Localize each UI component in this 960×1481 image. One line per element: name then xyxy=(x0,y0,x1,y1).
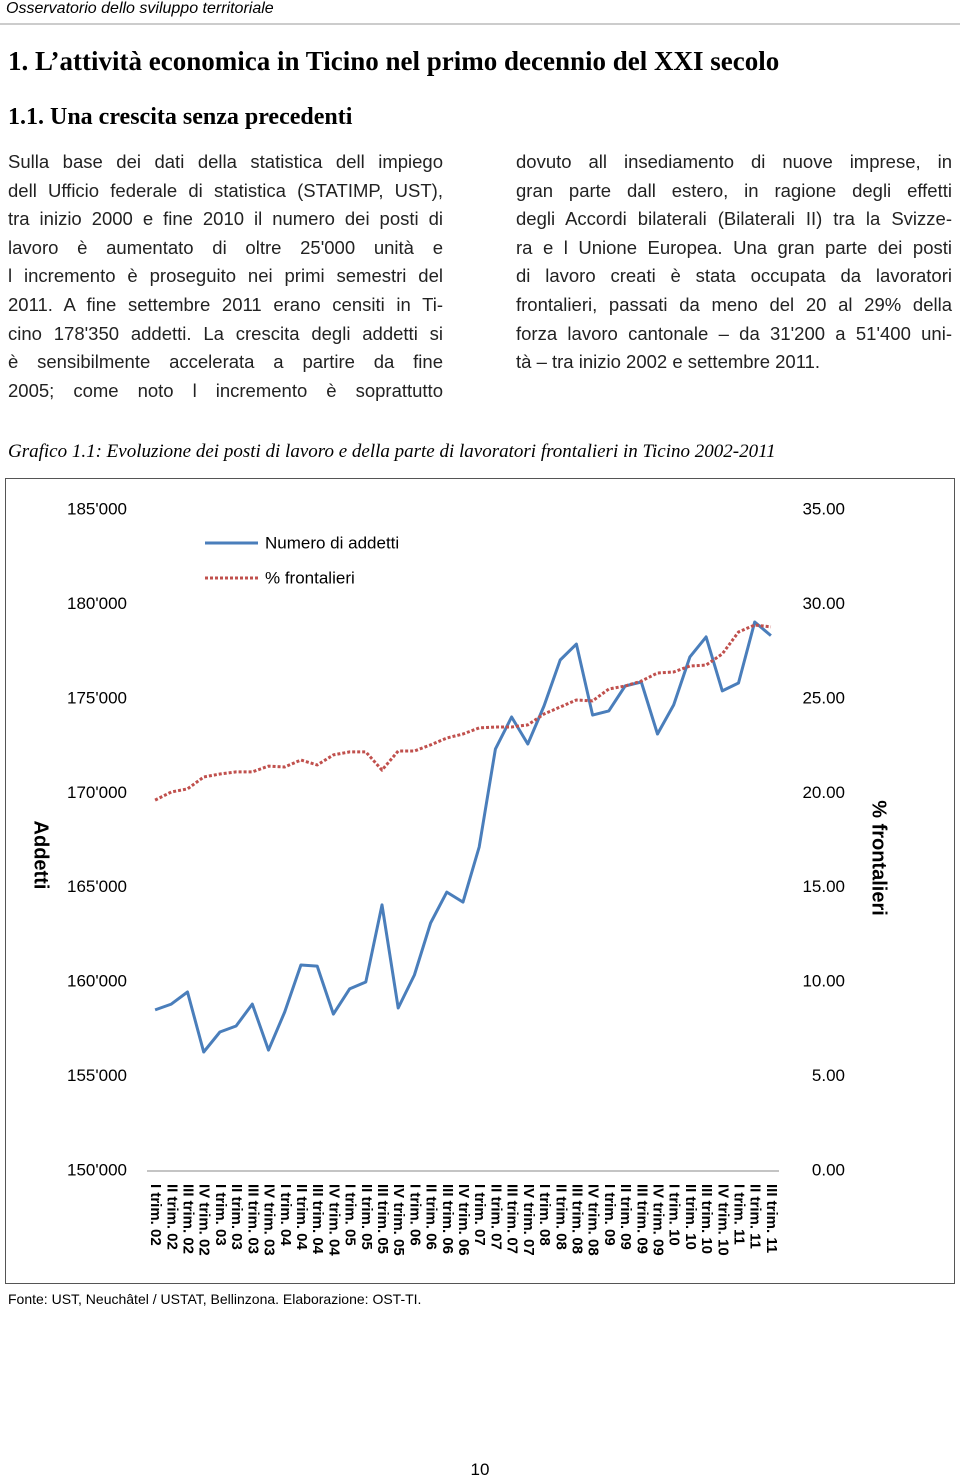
text-line: frontalieri, passati da meno del 20 al 2… xyxy=(516,293,952,315)
x-tick-label: I trim. 04 xyxy=(277,1184,294,1246)
text-line: gran parte dall estero, in ragione degli… xyxy=(516,179,952,201)
heading: 1. L’attività economica in Ticino nel pr… xyxy=(8,46,780,76)
x-tick-label: III trim. 07 xyxy=(504,1184,521,1254)
y-tick-label: 170'000 xyxy=(67,783,127,802)
x-tick-label: I trim. 07 xyxy=(471,1184,488,1246)
text-line: cino 178'350 addetti. La crescita degli … xyxy=(8,322,443,344)
x-tick-label: II trim. 02 xyxy=(163,1184,180,1250)
legend-label: Numero di addetti xyxy=(265,533,399,552)
chart-frame xyxy=(5,478,955,1284)
x-tick-label: II trim. 06 xyxy=(423,1184,440,1250)
x-tick-label: IV trim. 09 xyxy=(649,1184,666,1256)
text-line: di lavoro creati è stata occupata da lav… xyxy=(516,265,952,287)
x-tick-label: IV trim. 03 xyxy=(261,1184,278,1256)
y-tick-label: 165'000 xyxy=(67,877,127,896)
x-tick-label: II trim. 04 xyxy=(293,1184,310,1251)
y2-tick-label: 35.00 xyxy=(802,499,845,518)
x-tick-label: I trim. 08 xyxy=(536,1184,553,1246)
x-tick-label: IV trim. 07 xyxy=(520,1184,537,1256)
text-line: dovuto all insediamento di nuove imprese… xyxy=(516,151,952,172)
x-tick-label: IV trim. 06 xyxy=(455,1184,472,1256)
x-tick-label: III trim. 03 xyxy=(244,1184,261,1254)
data-line xyxy=(154,623,772,802)
page-number: 10 xyxy=(470,1460,490,1479)
running-header: Osservatorio dello sviluppo territoriale xyxy=(6,0,274,17)
text-line: l incremento è proseguito nei primi seme… xyxy=(8,265,443,287)
subheading: 1.1. Una crescita senza precedenti xyxy=(8,104,353,130)
x-tick-label: III trim. 10 xyxy=(698,1184,715,1254)
x-tick-label: II trim. 08 xyxy=(552,1184,569,1250)
x-tick-label: IV trim. 02 xyxy=(196,1184,213,1256)
x-tick-label: I trim. 06 xyxy=(406,1184,423,1246)
x-tick-label: IV trim. 08 xyxy=(585,1184,602,1256)
x-tick-label: II trim. 07 xyxy=(487,1184,504,1250)
x-tick-label: I trim. 05 xyxy=(342,1184,359,1246)
x-tick-label: III trim. 04 xyxy=(309,1184,326,1255)
text-line: degli Accordi bilaterali (Bilaterali II)… xyxy=(516,208,952,230)
y-tick-label: 160'000 xyxy=(67,972,127,991)
text-line: 2011. A fine settembre 2011 erano censit… xyxy=(8,293,443,315)
figure-caption: Grafico 1.1: Evoluzione dei posti di lav… xyxy=(8,441,776,462)
text-line: 2005; come noto l incremento è soprattut… xyxy=(8,379,443,401)
text-column: dovuto all insediamento di nuove imprese… xyxy=(516,148,952,377)
x-tick-label: I trim. 09 xyxy=(601,1184,618,1246)
text-line: lavoro è aumentato di oltre 25'000 unità… xyxy=(8,236,443,258)
y-tick-label: 150'000 xyxy=(67,1160,127,1179)
y2-axis-title: % frontalieri xyxy=(868,800,890,916)
legend-label: % frontalieri xyxy=(265,568,355,587)
x-tick-label: II trim. 05 xyxy=(358,1184,375,1250)
x-tick-label: III trim. 09 xyxy=(633,1184,650,1254)
y-tick-label: 180'000 xyxy=(67,594,127,613)
text-line: forza lavoro cantonale – da 31'200 a 51'… xyxy=(516,322,952,344)
y2-tick-label: 25.00 xyxy=(802,688,845,707)
text-line: dell Ufficio federale di statistica (STA… xyxy=(8,179,443,201)
x-tick-label: III trim. 06 xyxy=(439,1184,456,1254)
y-tick-label: 155'000 xyxy=(67,1066,127,1085)
x-tick-label: II trim. 03 xyxy=(228,1184,245,1250)
y-tick-label: 175'000 xyxy=(67,688,127,707)
x-tick-label: I trim. 02 xyxy=(147,1184,164,1246)
y2-tick-label: 5.00 xyxy=(812,1066,845,1085)
y-axis-title: Addetti xyxy=(30,821,52,890)
x-tick-label: II trim. 11 xyxy=(747,1184,764,1249)
y2-tick-label: 0.00 xyxy=(812,1160,845,1179)
x-tick-label: III trim. 11 xyxy=(763,1184,780,1253)
text-column: Sulla base dei dati della statistica del… xyxy=(8,148,443,405)
x-tick-label: III trim. 05 xyxy=(374,1184,391,1254)
y2-tick-label: 20.00 xyxy=(802,783,845,802)
data-line xyxy=(154,620,772,1054)
x-tick-label: IV trim. 05 xyxy=(390,1184,407,1256)
x-tick-label: II trim. 09 xyxy=(617,1184,634,1250)
y2-tick-label: 10.00 xyxy=(802,972,845,991)
text-line: è sensibilmente accelerata a partire da … xyxy=(8,351,443,373)
x-tick-label: IV trim. 10 xyxy=(714,1184,731,1256)
x-tick-label: I trim. 10 xyxy=(666,1184,683,1246)
text-line: tà – tra inizio 2002 e settembre 2011. xyxy=(516,351,821,373)
y2-tick-label: 15.00 xyxy=(802,877,845,896)
x-tick-label: I trim. 11 xyxy=(731,1184,748,1245)
text-line: Sulla base dei dati della statistica del… xyxy=(8,151,443,172)
x-tick-label: II trim. 10 xyxy=(682,1184,699,1250)
x-tick-label: IV trim. 04 xyxy=(325,1184,342,1256)
y2-tick-label: 30.00 xyxy=(802,594,845,613)
x-tick-label: I trim. 03 xyxy=(212,1184,229,1246)
text-line: tra inizio 2000 e fine 2010 il numero de… xyxy=(8,208,443,230)
x-tick-label: III trim. 02 xyxy=(180,1184,197,1254)
text-line: ra e l Unione Europea. Una gran parte de… xyxy=(516,236,952,258)
source-note: Fonte: UST, Neuchâtel / USTAT, Bellinzon… xyxy=(8,1291,422,1307)
x-tick-label: III trim. 08 xyxy=(568,1184,585,1254)
y-tick-label: 185'000 xyxy=(67,499,127,518)
